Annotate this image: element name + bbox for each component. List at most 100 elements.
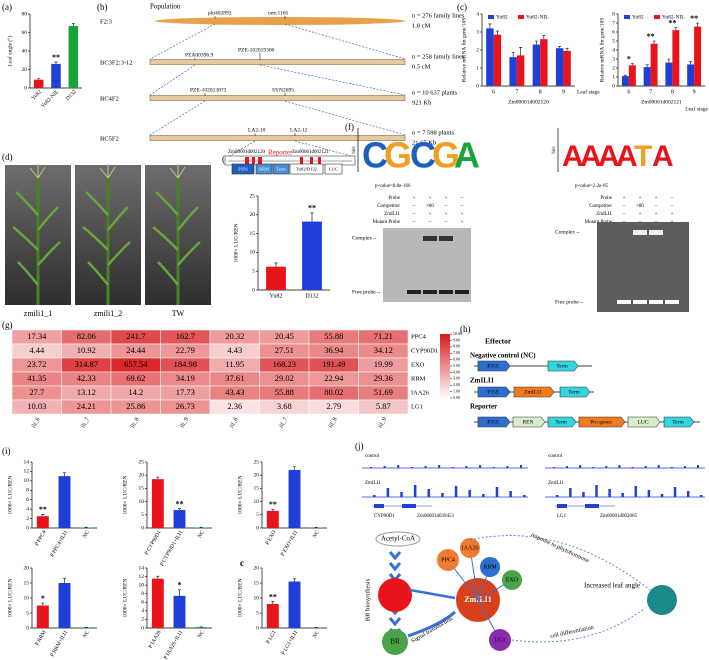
peak xyxy=(700,495,703,497)
legend-label: Yu82 xyxy=(496,14,508,20)
band xyxy=(665,300,679,304)
node xyxy=(382,629,408,655)
bar xyxy=(173,510,186,528)
y-tick-label: 5 xyxy=(252,268,255,274)
tassel xyxy=(169,164,186,179)
cell-value: 23.72 xyxy=(27,359,46,369)
error-bar xyxy=(54,61,58,64)
node xyxy=(647,585,677,615)
error-bar xyxy=(71,23,75,27)
row-label: RRM xyxy=(411,375,426,382)
label: + xyxy=(413,196,416,201)
y-axis-label: 1000× LUC/REN xyxy=(7,475,13,514)
bar xyxy=(36,605,49,628)
construct-part xyxy=(324,163,343,175)
label: Effector xyxy=(485,337,512,346)
label: Probe xyxy=(388,196,400,201)
row-label: CYP90D1 xyxy=(411,347,438,354)
legend-label: Yu82-NIL xyxy=(526,14,549,20)
label: PZE-102013873 xyxy=(190,87,227,93)
peak xyxy=(479,465,482,468)
y-tick-label: 6 xyxy=(612,29,615,35)
peak xyxy=(506,466,509,468)
cell-value: 5.87 xyxy=(376,401,391,411)
exon xyxy=(310,157,313,164)
exon xyxy=(258,157,262,164)
label: PZA00396.9 xyxy=(185,52,214,58)
band xyxy=(633,300,647,304)
label: + xyxy=(623,196,626,201)
error-bar xyxy=(630,63,634,66)
y-tick-label: 25 xyxy=(139,459,145,465)
cell-value: 27.51 xyxy=(275,345,294,355)
band xyxy=(423,290,437,294)
construct-part xyxy=(547,360,579,372)
cell-value: 37.61 xyxy=(225,373,244,383)
significance: ** xyxy=(269,500,277,509)
x-tick-label: NC xyxy=(197,529,206,539)
construct-part xyxy=(513,386,555,398)
zoom-line xyxy=(227,140,256,158)
label: + xyxy=(655,212,658,217)
cell-value: 80.02 xyxy=(324,387,343,397)
x-tick-label: Yu82-NIL xyxy=(40,89,61,110)
cell-value: 241.7 xyxy=(126,331,145,341)
x-tick-label: P CYP90D1+ILI1 xyxy=(159,529,184,567)
node xyxy=(460,538,480,558)
x-tick-label: D132 xyxy=(65,89,78,102)
x-tick-label: P LG1+ILI1 xyxy=(281,629,300,656)
label: – xyxy=(428,220,432,225)
y-tick-label: 10 xyxy=(24,595,30,601)
peak xyxy=(424,466,427,468)
cell-value: 657.54 xyxy=(124,359,148,369)
construct-part xyxy=(289,163,324,175)
legend-label: Yu82-NIL xyxy=(662,14,685,20)
peak xyxy=(647,490,651,497)
label: + xyxy=(429,212,432,217)
y-tick-label: 1 xyxy=(476,65,479,71)
label: P35S xyxy=(238,167,248,172)
photo-label: zmili1_2 xyxy=(94,309,122,318)
y-tick-label: 25 xyxy=(254,459,260,465)
panel-label: (j) xyxy=(355,441,364,451)
exon xyxy=(245,157,249,164)
error-bar xyxy=(156,575,160,579)
y-tick-label: 6 xyxy=(141,600,144,606)
y-tick-label: 0 xyxy=(26,525,29,531)
significance: ** xyxy=(176,500,184,509)
label: Reporter xyxy=(470,403,497,411)
x-tick-label: Yu82 xyxy=(270,293,283,299)
leaf xyxy=(155,191,179,216)
band xyxy=(455,290,469,294)
peak xyxy=(495,487,499,497)
construct-part xyxy=(477,386,511,398)
leaf xyxy=(17,261,39,286)
significance: * xyxy=(178,581,182,590)
label: BC3F2:3-12 xyxy=(100,59,133,66)
cell-value: 10.92 xyxy=(77,345,96,355)
cell-value: 42.33 xyxy=(77,373,96,383)
column-label: iil_6 xyxy=(229,417,240,430)
error-bar xyxy=(558,46,562,49)
bar xyxy=(36,516,49,528)
node xyxy=(375,531,421,547)
label: n = 10 637 plants xyxy=(412,89,458,96)
y-tick-label: 20 xyxy=(250,212,256,218)
y-tick-label: 4 xyxy=(141,608,144,614)
bar xyxy=(310,527,323,528)
error-bar xyxy=(652,40,656,44)
label: + xyxy=(445,196,448,201)
bar xyxy=(302,221,322,290)
leaf xyxy=(37,206,59,231)
y-tick-label: 20 xyxy=(254,472,260,478)
colorbar-label: 6.00 xyxy=(453,357,460,362)
panel-label: (b) xyxy=(97,2,108,12)
leaf xyxy=(12,226,39,251)
y-axis-label: 1000× LUC/REN xyxy=(122,578,128,617)
error-bar xyxy=(674,27,678,31)
x-tick-label: 6 xyxy=(492,89,495,95)
y-tick-label: 0 xyxy=(26,625,29,631)
cell-value: 34.12 xyxy=(374,345,393,355)
label: LG1 xyxy=(495,637,506,643)
label: Pro genes xyxy=(590,419,612,425)
